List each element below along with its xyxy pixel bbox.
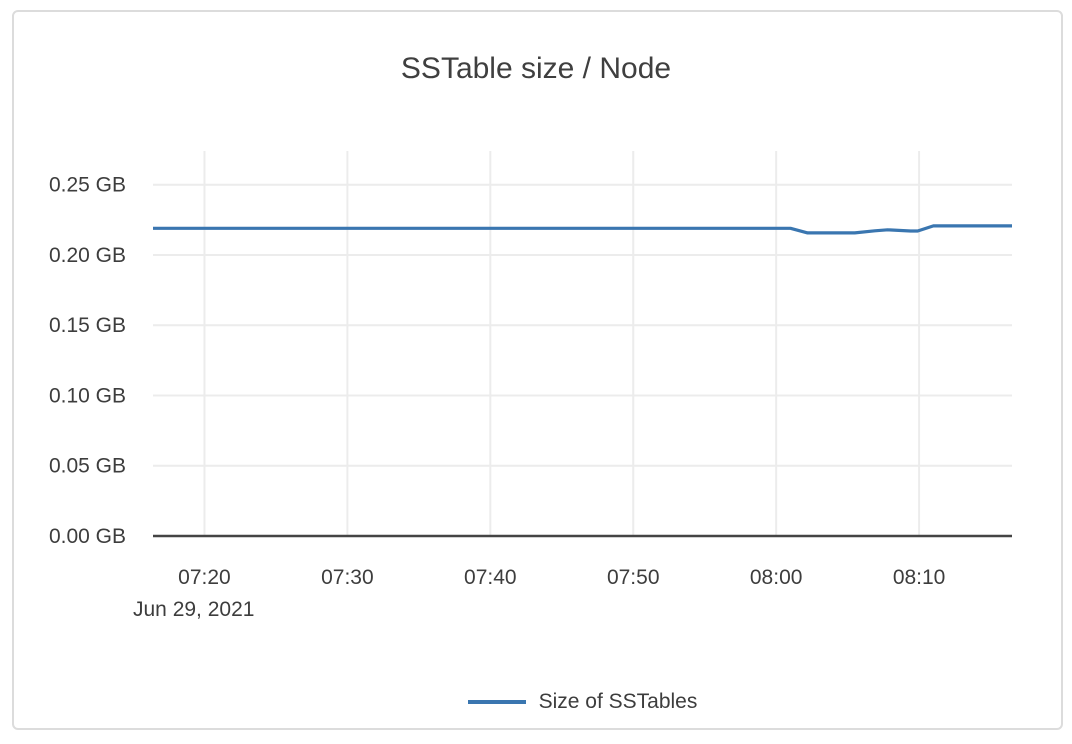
x-tick-label: 08:00 — [750, 566, 803, 589]
legend: Size of SSTables — [153, 687, 1012, 717]
y-tick-label: 0.05 GB — [49, 455, 126, 478]
x-tick-label: 08:10 — [893, 566, 946, 589]
y-tick-label: 0.15 GB — [49, 314, 126, 337]
y-tick-label: 0.20 GB — [49, 244, 126, 267]
series-line-size-of-sstables — [153, 224, 1012, 235]
chart-card — [12, 10, 1063, 730]
y-tick-label: 0.10 GB — [49, 384, 126, 407]
legend-line-swatch — [467, 700, 526, 704]
legend-item-size-of-sstables[interactable]: Size of SSTables — [467, 690, 698, 714]
x-tick-label: 07:30 — [321, 566, 374, 589]
x-tick-label: 07:20 — [178, 566, 231, 589]
y-tick-label: 0.25 GB — [49, 174, 126, 197]
x-tick-label: 07:40 — [464, 566, 517, 589]
x-axis-date-label: Jun 29, 2021 — [133, 598, 254, 621]
chart-title: SSTable size / Node — [400, 52, 672, 85]
y-tick-label: 0.00 GB — [49, 525, 126, 548]
legend-label: Size of SSTables — [538, 690, 698, 713]
x-tick-label: 07:50 — [607, 566, 660, 589]
